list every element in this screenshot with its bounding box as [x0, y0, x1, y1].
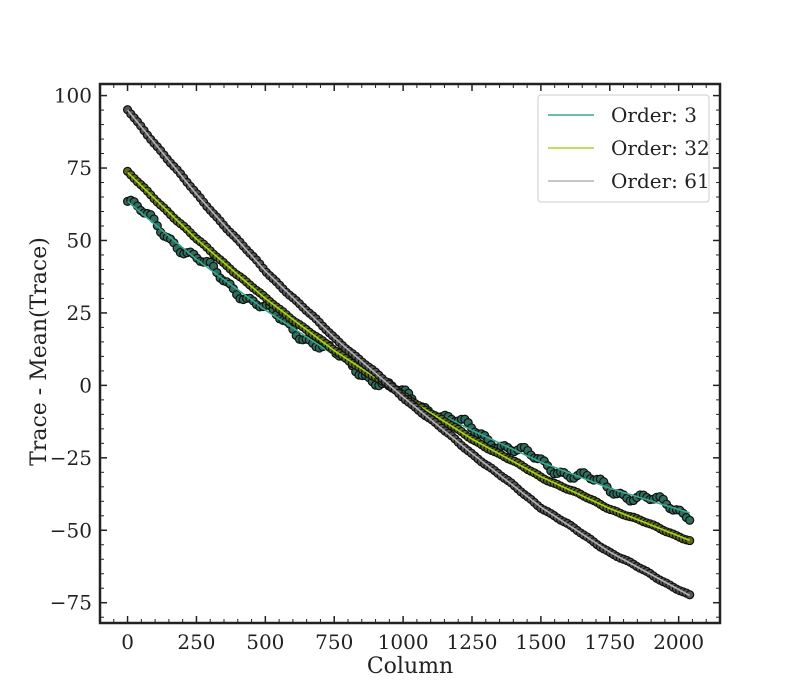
legend-label-order-61: Order: 61	[611, 169, 710, 193]
x-tick-label: 1750	[584, 630, 635, 654]
legend-box	[537, 94, 710, 203]
y-tick-label: 100	[54, 84, 92, 108]
fit-line	[126, 109, 691, 597]
series-order-32	[122, 166, 695, 546]
axes-frame	[98, 82, 722, 625]
y-tick-label: −50	[50, 518, 92, 542]
y-tick-label: 25	[67, 301, 92, 325]
x-tick-label: 500	[246, 630, 284, 654]
legend-label-order-32: Order: 32	[611, 136, 710, 160]
x-tick-label: 1250	[447, 630, 498, 654]
x-tick-label: 750	[315, 630, 353, 654]
x-tick-label: 1000	[378, 630, 429, 654]
ticks-layer: 0 250 500 750 1000 1250 1500 1750 20001007550250…	[50, 84, 721, 654]
y-tick-label: 75	[67, 156, 92, 180]
y-axis-label: Trace - Mean(Trace)	[27, 237, 52, 466]
y-tick-label: −75	[50, 591, 92, 615]
legend: Order: 3 Order: 32 Order: 61	[537, 94, 710, 203]
series-layer	[122, 105, 695, 600]
y-tick-label: −25	[50, 446, 92, 470]
x-tick-label: 250	[177, 630, 215, 654]
x-tick-label: 1500	[515, 630, 566, 654]
x-tick-label: 2000	[653, 630, 704, 654]
x-tick-label: 0	[121, 630, 134, 654]
y-tick-label: 0	[79, 373, 92, 397]
series-order-61	[122, 105, 695, 600]
x-axis-label: Column	[367, 654, 453, 679]
y-tick-label: 50	[67, 228, 92, 252]
data-point	[685, 515, 695, 525]
data-point	[685, 535, 695, 546]
legend-label-order-3: Order: 3	[611, 103, 697, 127]
